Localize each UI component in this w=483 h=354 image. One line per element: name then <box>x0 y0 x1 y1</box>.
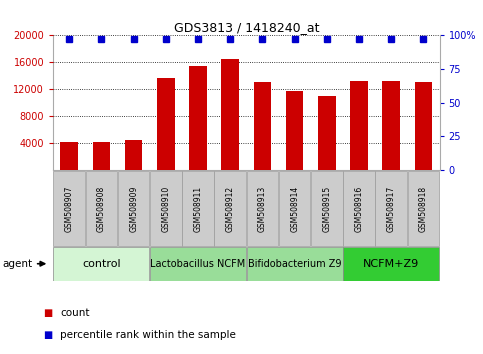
Bar <box>414 82 432 170</box>
Bar <box>150 247 246 281</box>
Text: count: count <box>60 308 90 318</box>
Bar <box>286 91 303 170</box>
Text: ■: ■ <box>43 308 53 318</box>
Text: agent: agent <box>2 259 32 269</box>
Bar <box>182 171 214 246</box>
Bar <box>383 81 400 170</box>
Text: Lactobacillus NCFM: Lactobacillus NCFM <box>150 259 246 269</box>
Text: Bifidobacterium Z9: Bifidobacterium Z9 <box>248 259 341 269</box>
Bar <box>54 171 85 246</box>
Text: GSM508911: GSM508911 <box>194 186 202 232</box>
Text: NCFM+Z9: NCFM+Z9 <box>363 259 419 269</box>
Bar <box>254 82 271 170</box>
Bar <box>221 59 239 170</box>
Bar <box>343 171 375 246</box>
Bar <box>54 247 149 281</box>
Bar <box>343 247 439 281</box>
Bar <box>350 81 368 170</box>
Bar <box>408 171 439 246</box>
Text: GSM508917: GSM508917 <box>387 185 396 232</box>
Bar <box>375 171 407 246</box>
Title: GDS3813 / 1418240_at: GDS3813 / 1418240_at <box>173 21 319 34</box>
Text: GSM508912: GSM508912 <box>226 186 235 232</box>
Text: GSM508908: GSM508908 <box>97 185 106 232</box>
Bar <box>118 171 149 246</box>
Bar <box>214 171 246 246</box>
Text: GSM508910: GSM508910 <box>161 185 170 232</box>
Bar <box>125 140 142 170</box>
Bar <box>150 171 182 246</box>
Text: GSM508915: GSM508915 <box>322 185 331 232</box>
Bar <box>93 142 110 170</box>
Text: GSM508916: GSM508916 <box>355 185 364 232</box>
Bar <box>318 96 336 170</box>
Bar <box>279 171 311 246</box>
Bar <box>247 171 278 246</box>
Text: percentile rank within the sample: percentile rank within the sample <box>60 330 236 339</box>
Bar <box>157 78 175 170</box>
Bar <box>247 247 342 281</box>
Bar <box>311 171 342 246</box>
Bar <box>60 142 78 170</box>
Bar <box>189 65 207 170</box>
Text: ■: ■ <box>43 330 53 339</box>
Text: GSM508914: GSM508914 <box>290 185 299 232</box>
Text: GSM508907: GSM508907 <box>65 185 74 232</box>
Text: GSM508909: GSM508909 <box>129 185 138 232</box>
Bar <box>85 171 117 246</box>
Text: GSM508918: GSM508918 <box>419 186 428 232</box>
Text: GSM508913: GSM508913 <box>258 185 267 232</box>
Text: control: control <box>82 259 121 269</box>
